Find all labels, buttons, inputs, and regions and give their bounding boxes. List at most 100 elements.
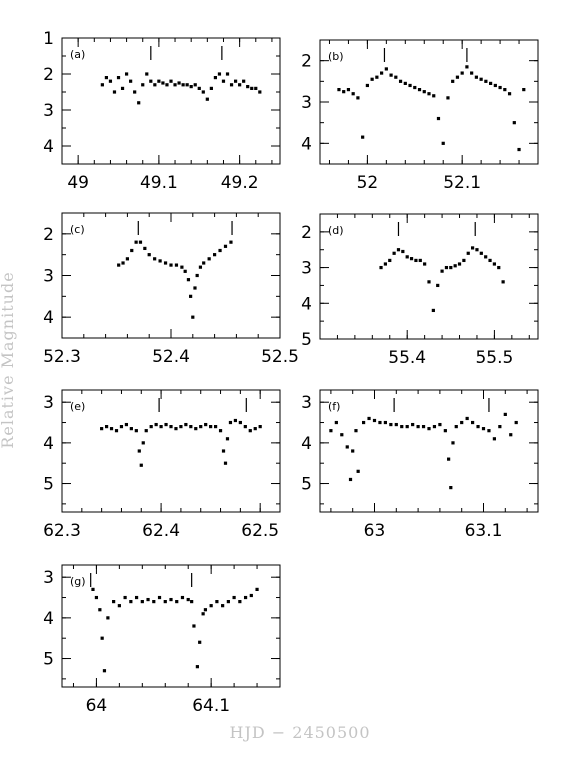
data-point (139, 463, 143, 467)
data-point (190, 600, 194, 604)
data-point (181, 83, 185, 87)
data-point (228, 420, 233, 425)
data-point (342, 90, 346, 94)
y-tick-label: 4 (43, 434, 54, 454)
data-point (440, 269, 444, 273)
y-tick-label: 4 (301, 134, 312, 154)
data-point (258, 90, 262, 94)
data-point (174, 263, 179, 267)
data-point (427, 280, 431, 284)
data-point (215, 600, 219, 604)
x-tick-label: 49.2 (221, 173, 259, 193)
y-tick-label: 3 (43, 267, 54, 287)
data-point (124, 72, 129, 76)
data-point (351, 449, 355, 453)
data-point (417, 88, 422, 92)
data-point (432, 94, 436, 98)
data-point (436, 283, 440, 288)
x-tick-label: 62.4 (142, 521, 180, 541)
y-tick-label: 3 (301, 259, 312, 279)
chart-panel: 62.3 62.4 62.5 3 4 5 (e) (43, 389, 281, 541)
data-point (446, 96, 450, 100)
y-tick-label: 4 (301, 434, 312, 454)
x-tick-label: 62.5 (241, 521, 279, 541)
data-point (454, 425, 458, 429)
data-point (503, 88, 507, 92)
chart-panel: 52.3 52.4 52.5 2 3 4 (c) (43, 212, 299, 367)
data-point (195, 665, 199, 669)
data-point (427, 92, 431, 96)
data-point (226, 600, 230, 604)
data-point (479, 77, 483, 81)
plot-frame (61, 389, 281, 513)
data-point (501, 280, 505, 284)
data-point (512, 121, 516, 125)
data-point (138, 240, 143, 244)
data-point (379, 265, 383, 270)
y-tick-label: 4 (43, 308, 54, 328)
data-point (198, 265, 203, 269)
data-point (94, 595, 99, 600)
y-tick-label: 2 (43, 225, 54, 245)
panel-label: (e) (70, 400, 85, 413)
data-point (457, 262, 462, 266)
y-tick-label: 5 (43, 650, 54, 670)
data-point (141, 441, 145, 445)
data-point (109, 427, 114, 431)
data-point (416, 425, 420, 429)
data-point (184, 422, 188, 427)
data-point (372, 418, 377, 423)
data-point (465, 416, 469, 421)
data-point (179, 425, 183, 429)
data-point (465, 65, 469, 69)
y-tick-label: 5 (301, 330, 312, 350)
data-point (163, 600, 167, 604)
data-point (389, 73, 393, 77)
data-point (476, 425, 480, 429)
data-point (169, 79, 173, 83)
data-point (466, 251, 470, 255)
data-point (233, 79, 238, 83)
data-point (408, 83, 412, 88)
data-point (183, 269, 187, 273)
data-point (329, 429, 333, 433)
data-point (418, 258, 422, 263)
data-point (203, 608, 208, 612)
data-point (394, 75, 398, 79)
data-point (169, 263, 173, 267)
data-point (250, 86, 254, 90)
data-point (205, 97, 209, 101)
data-point (413, 85, 417, 90)
data-point (146, 597, 150, 602)
data-point (213, 76, 218, 80)
data-point (243, 595, 248, 600)
data-point (517, 147, 521, 152)
y-tick-label: 3 (43, 393, 54, 413)
data-point (153, 83, 157, 87)
y-axis-label: Relative Magnitude (0, 271, 17, 448)
data-point (238, 83, 242, 87)
data-point (158, 259, 162, 263)
panel-label: (f) (328, 400, 340, 413)
data-point (120, 86, 125, 90)
data-point (201, 90, 205, 94)
data-point (378, 420, 382, 425)
data-point (258, 425, 262, 429)
x-tick-label: 52.5 (261, 347, 299, 367)
data-point (152, 600, 156, 604)
data-point (443, 429, 447, 433)
data-point (121, 261, 125, 265)
data-point (383, 262, 387, 266)
x-tick-label: 55.5 (475, 348, 513, 368)
data-point (134, 595, 139, 600)
x-tick-label: 52 (357, 173, 379, 193)
data-point (189, 85, 193, 89)
plot-frame (61, 212, 281, 339)
data-point (243, 425, 247, 429)
data-point (91, 587, 95, 591)
panel-label: (a) (70, 48, 85, 61)
data-point (197, 86, 201, 90)
data-point (209, 86, 213, 90)
data-point (451, 79, 455, 83)
